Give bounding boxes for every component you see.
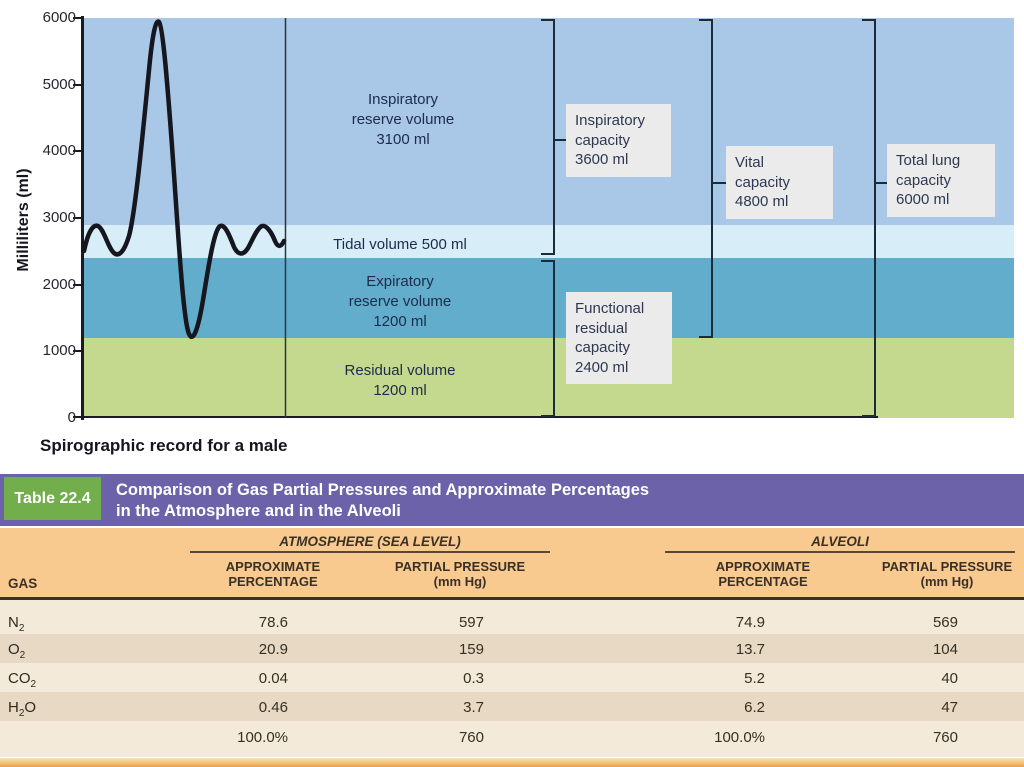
band-expiratory-reserve-volume xyxy=(84,258,1014,338)
row-stripe xyxy=(0,692,1024,721)
atm-pressure-total: 760 xyxy=(458,729,484,746)
label-inspiratory-reserve-volume: Inspiratory reserve volume 3100 ml xyxy=(351,91,455,148)
column-header-atm-percentage: APPROXIMATE PERCENTAGE xyxy=(225,559,321,589)
y-tick-label: 1000 xyxy=(42,342,76,359)
column-header-atm-partial-pressure: PARTIAL PRESSURE (mm Hg) xyxy=(394,559,526,589)
alv-pressure-value: 569 xyxy=(932,614,958,631)
alv-pressure-total: 760 xyxy=(932,729,958,746)
atm-pressure-value: 159 xyxy=(458,641,484,658)
header-rule xyxy=(0,597,1024,600)
y-tick xyxy=(73,17,82,19)
y-tick xyxy=(73,150,82,152)
y-tick xyxy=(73,350,82,352)
table-bottom-border xyxy=(0,758,1024,767)
gas-name: N2 xyxy=(8,614,25,634)
callout-total-lung-capacity: Total lung capacity 6000 ml xyxy=(887,144,995,217)
group-underline-atmosphere xyxy=(190,551,550,553)
alv-percentage-value: 74.9 xyxy=(735,614,765,631)
atm-percentage-value: 0.04 xyxy=(258,670,288,687)
column-header-gas: GAS xyxy=(8,576,38,591)
callout-functional-residual-capacity: Functional residual capacity 2400 ml xyxy=(566,292,672,384)
alv-percentage-value: 6.2 xyxy=(744,699,765,716)
label-tidal-volume: Tidal volume 500 ml xyxy=(333,236,467,253)
alv-pressure-value: 40 xyxy=(941,670,958,687)
group-header-atmosphere: ATMOSPHERE (SEA LEVEL) xyxy=(279,534,461,549)
column-header-alv-percentage: APPROXIMATE PERCENTAGE xyxy=(715,559,811,589)
x-baseline xyxy=(84,416,878,418)
y-tick xyxy=(73,416,82,418)
atm-percentage-value: 78.6 xyxy=(258,614,288,631)
band-tidal-volume xyxy=(84,225,1014,258)
label-residual-volume: Residual volume 1200 ml xyxy=(344,362,456,399)
group-header-alveoli: ALVEOLI xyxy=(811,534,869,549)
group-underline-alveoli xyxy=(665,551,1015,553)
y-tick-label: 4000 xyxy=(42,142,76,159)
gas-name: O2 xyxy=(8,641,26,661)
atm-pressure-value: 3.7 xyxy=(463,699,484,716)
table-header-band xyxy=(0,528,1024,597)
gas-name: CO2 xyxy=(8,670,37,690)
callout-inspiratory-capacity: Inspiratory capacity 3600 ml xyxy=(566,104,671,177)
y-tick-label: 3000 xyxy=(42,209,76,226)
column-header-alv-partial-pressure: PARTIAL PRESSURE (mm Hg) xyxy=(881,559,1013,589)
chart-caption: Spirographic record for a male xyxy=(40,436,288,455)
label-expiratory-reserve-volume: Expiratory reserve volume 1200 ml xyxy=(348,273,452,330)
atm-percentage-value: 0.46 xyxy=(258,699,288,716)
table-title-bar xyxy=(0,474,1024,526)
y-tick xyxy=(73,284,82,286)
alv-pressure-value: 47 xyxy=(941,699,958,716)
gas-name: H2O xyxy=(8,699,37,719)
band-residual-volume xyxy=(84,338,1014,418)
table-title: Comparison of Gas Partial Pressures and … xyxy=(116,481,650,520)
table-number-badge: Table 22.4 xyxy=(4,477,101,520)
atm-pressure-value: 597 xyxy=(458,614,484,631)
band-inspiratory-reserve-volume xyxy=(84,18,1014,225)
atm-percentage-value: 20.9 xyxy=(258,641,288,658)
callout-vital-capacity: Vital capacity 4800 ml xyxy=(726,146,833,219)
y-tick xyxy=(73,217,82,219)
atm-percentage-total: 100.0% xyxy=(237,729,288,746)
y-tick xyxy=(73,84,82,86)
alv-pressure-value: 104 xyxy=(932,641,958,658)
y-tick-label: 0 xyxy=(67,409,76,426)
y-tick-label: 5000 xyxy=(42,76,76,93)
y-tick-label: 2000 xyxy=(42,276,76,293)
y-tick-label: 6000 xyxy=(42,9,76,26)
y-axis-title: Milliliters (ml) xyxy=(15,168,32,272)
row-stripe xyxy=(0,634,1024,663)
alv-percentage-total: 100.0% xyxy=(714,729,765,746)
alv-percentage-value: 5.2 xyxy=(744,670,765,687)
atm-pressure-value: 0.3 xyxy=(463,670,484,687)
table-body xyxy=(0,600,1024,757)
alv-percentage-value: 13.7 xyxy=(735,641,765,658)
spirogram-plot-area xyxy=(84,18,1014,418)
